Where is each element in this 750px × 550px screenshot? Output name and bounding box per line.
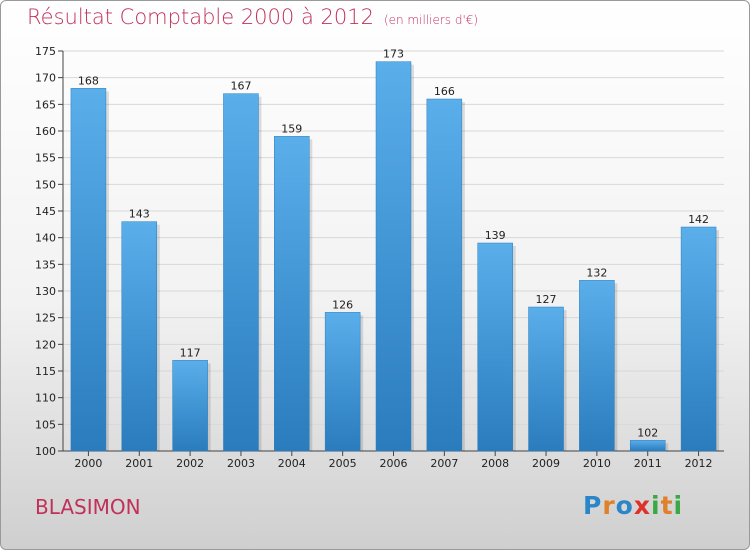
x-tick-label: 2003 [227,457,255,470]
logo-letter: i [651,491,661,520]
data-label: 139 [485,229,506,242]
x-tick-label: 2008 [481,457,509,470]
y-tick-label: 160 [35,125,56,138]
data-label: 168 [78,74,99,87]
chart-subtitle: (en milliers d'€) [383,13,479,27]
logo-letter: P [583,491,603,520]
bar [477,242,513,452]
labels: 168 2000 143 2001 117 2002 167 2003 159 2004 126 20… [74,48,712,470]
y-tick-label: 100 [35,445,56,458]
logo-letter: r [602,491,616,520]
logo-letter: i [673,491,684,520]
chart-title: Résultat Comptable 2000 à 2012 (en millie… [27,5,478,29]
y-tick-label: 165 [35,98,56,111]
data-label: 132 [586,266,607,279]
bar [680,226,717,452]
bar [579,280,615,452]
bar [528,306,564,452]
y-tick-label: 110 [35,392,56,405]
x-tick-label: 2011 [634,457,662,470]
x-tick-label: 2000 [74,457,102,470]
logo-letter: x [633,491,651,520]
bar [121,221,158,452]
x-tick-label: 2012 [685,457,713,470]
y-tick-label: 115 [35,365,56,378]
bar [223,93,259,452]
x-tick-label: 2004 [278,457,306,470]
data-label: 117 [180,346,201,359]
y-tick-label: 130 [35,285,56,298]
y-tick-label: 140 [35,232,56,245]
y-tick-label: 145 [35,205,56,218]
x-tick-label: 2002 [176,457,204,470]
x-tick-label: 2007 [430,457,458,470]
logo-letter: o [615,491,634,520]
y-tick-label: 155 [35,152,56,165]
bar [375,61,412,452]
x-tick-label: 2001 [125,457,153,470]
y-tick-label: 125 [35,312,56,325]
bar [426,98,463,452]
data-label: 173 [383,48,404,61]
data-label: 166 [434,85,455,98]
bar [324,312,361,452]
bar [172,360,208,452]
logo-letter: t [660,491,674,520]
data-label: 143 [129,208,150,221]
y-tick-label: 120 [35,338,56,351]
y-tick-label: 170 [35,72,56,85]
data-label: 167 [230,80,251,93]
data-label: 126 [332,298,353,311]
y-tick-label: 175 [35,45,56,58]
bar [629,440,666,452]
title-text: Résultat Comptable 2000 à 2012 [27,5,374,29]
y-tick-label: 150 [35,178,56,191]
commune-name: BLASIMON [35,495,141,519]
data-label: 102 [637,426,658,439]
data-label: 127 [536,293,557,306]
bar [274,136,310,452]
y-tick-label: 135 [35,258,56,271]
x-tick-label: 2010 [583,457,611,470]
proxiti-logo: Proxiti [583,491,683,520]
data-label: 142 [688,213,709,226]
bar [70,88,107,452]
y-tick-label: 105 [35,418,56,431]
x-tick-label: 2009 [532,457,560,470]
bars [70,61,720,452]
data-label: 159 [281,122,302,135]
x-tick-label: 2006 [380,457,408,470]
x-tick-label: 2005 [329,457,357,470]
